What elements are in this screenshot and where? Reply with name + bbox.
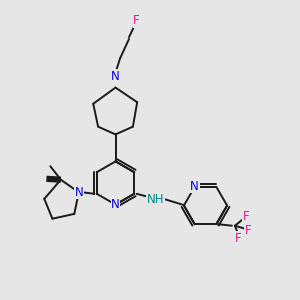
Text: F: F xyxy=(133,14,140,28)
Text: N: N xyxy=(111,198,120,211)
Text: F: F xyxy=(243,210,250,223)
Text: N: N xyxy=(111,70,120,83)
Text: N: N xyxy=(190,180,199,193)
Text: F: F xyxy=(245,224,252,237)
Text: N: N xyxy=(74,186,83,199)
Text: F: F xyxy=(235,232,241,245)
Text: NH: NH xyxy=(147,193,165,206)
